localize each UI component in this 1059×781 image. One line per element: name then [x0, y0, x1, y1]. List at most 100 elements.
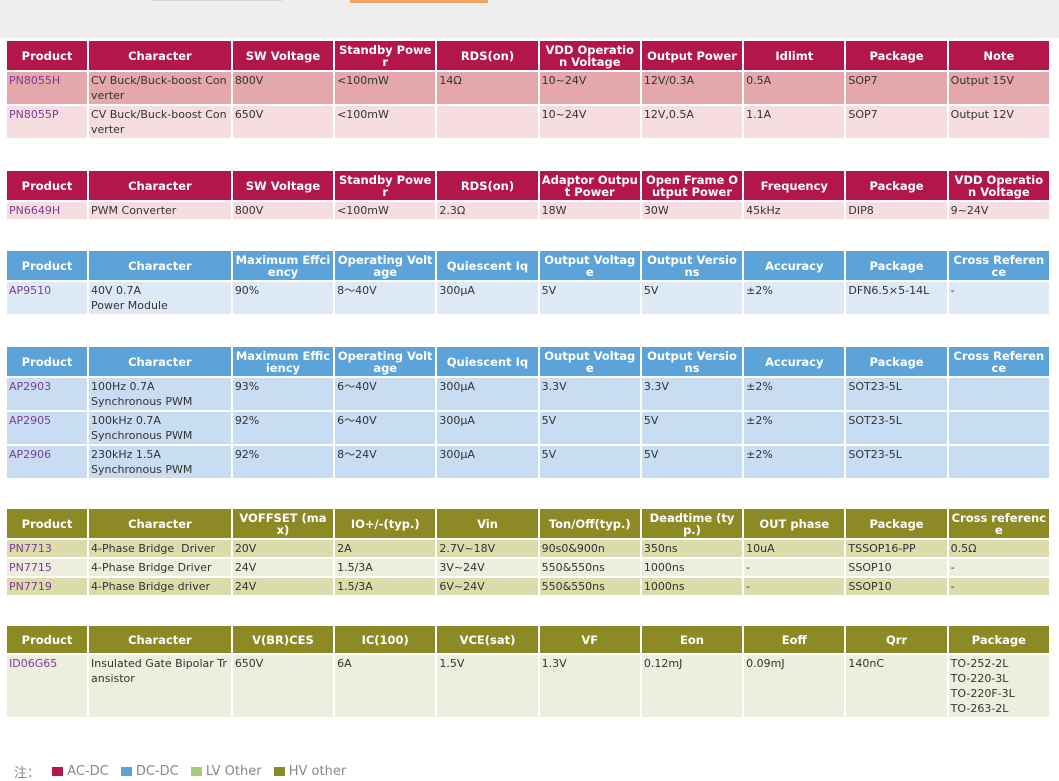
header-cell: Output Power: [641, 41, 743, 70]
table-cell: 3.3V: [539, 378, 640, 410]
header-cell: Eon: [641, 626, 743, 653]
table-cell: 20V: [232, 540, 334, 557]
table-cell: 1.5V: [437, 655, 538, 717]
legend-label-acdc: AC-DC: [67, 764, 109, 779]
product-link[interactable]: AP2903: [7, 378, 88, 410]
table-cell: 6A: [335, 655, 436, 717]
header-cell: Character: [89, 347, 231, 376]
table-cell: 300μA: [437, 412, 538, 444]
header-cell: Package: [948, 626, 1049, 653]
product-link[interactable]: PN8055P: [7, 106, 88, 138]
spec-table-acdc-2: Product Character SW Voltage Standby Pow…: [5, 169, 1051, 221]
header-cell: Ton/Off(typ.): [539, 509, 640, 538]
header-cell: Cross Reference: [948, 347, 1049, 376]
header-cell: Character: [89, 626, 231, 653]
legend-swatch-dcdc: [120, 767, 132, 776]
table-cell: 40V 0.7A Power Module: [89, 282, 231, 314]
table-cell: [948, 446, 1049, 478]
table-header-row: Product Character Maximum Efficiency Ope…: [7, 347, 1049, 376]
table-cell: SSOP10: [846, 559, 947, 576]
header-cell: Character: [89, 171, 231, 200]
table-cell: 90s0&900n: [539, 540, 640, 557]
header-cell: V(BR)CES: [232, 626, 334, 653]
legend-swatch-acdc: [52, 767, 64, 776]
table-cell: PWM Converter: [89, 202, 231, 219]
table-cell: 550&550ns: [539, 578, 640, 595]
table-cell: -: [744, 578, 845, 595]
product-link[interactable]: AP9510: [7, 282, 88, 314]
header-cell: Maximum Effciency: [232, 251, 334, 280]
table-cell: 4-Phase Bridge Driver: [89, 540, 231, 557]
header-cell: Product: [7, 347, 88, 376]
table-cell: Output 15V: [948, 72, 1049, 104]
header-cell: Maximum Efficiency: [232, 347, 334, 376]
header-cell: Product: [7, 41, 88, 70]
table-header-row: Product Character V(BR)CES IC(100) VCE(s…: [7, 626, 1049, 653]
table-cell: 350ns: [641, 540, 743, 557]
table-cell: 1.1A: [744, 106, 845, 138]
header-cell: Standby Power: [335, 41, 436, 70]
table-cell: 30W: [641, 202, 743, 219]
table-cell: 24V: [232, 578, 334, 595]
table-cell: 5V: [641, 446, 743, 478]
table-cell: 10~24V: [539, 106, 640, 138]
table-cell: 1.5/3A: [335, 559, 436, 576]
header-cell: Adaptor Output Power: [539, 171, 640, 200]
table-cell: 6～40V: [335, 378, 436, 410]
table-row: PN7713 4-Phase Bridge Driver 20V 2A 2.7V…: [7, 540, 1049, 557]
table-cell: <100mW: [335, 106, 436, 138]
table-cell: SOP7: [846, 72, 947, 104]
table-cell: 92%: [232, 446, 334, 478]
product-link[interactable]: ID06G65: [7, 655, 88, 717]
table-cell: 18W: [539, 202, 640, 219]
product-link[interactable]: PN6649H: [7, 202, 88, 219]
header-cell: Package: [846, 41, 947, 70]
table-cell: 800V: [232, 202, 334, 219]
table-cell: 5V: [641, 412, 743, 444]
table-cell: 24V: [232, 559, 334, 576]
header-cell: Output Versions: [641, 347, 743, 376]
header-cell: Qrr: [846, 626, 947, 653]
table-cell: Output 12V: [948, 106, 1049, 138]
table-cell: SOP7: [846, 106, 947, 138]
header-cell: Product: [7, 251, 88, 280]
header-cell: VF: [539, 626, 640, 653]
category-legend: 注： AC-DC DC-DC LV Other HV other: [14, 762, 346, 781]
header-cell: RDS(on): [437, 171, 538, 200]
table-cell: -: [948, 282, 1049, 314]
spec-table-hv-2: Product Character V(BR)CES IC(100) VCE(s…: [5, 624, 1051, 719]
table-cell: TO-252-2L TO-220-3L TO-220F-3L TO-263-2L: [948, 655, 1049, 717]
table-cell: 5V: [539, 282, 640, 314]
table-cell: 650V: [232, 655, 334, 717]
product-link[interactable]: PN7713: [7, 540, 88, 557]
product-link[interactable]: PN7719: [7, 578, 88, 595]
table-cell: 4-Phase Bridge driver: [89, 578, 231, 595]
product-link[interactable]: PN7715: [7, 559, 88, 576]
table-cell: DIP8: [846, 202, 947, 219]
header-cell: Package: [846, 509, 947, 538]
table-cell: SSOP10: [846, 578, 947, 595]
table-cell: 12V/0.3A: [641, 72, 743, 104]
table-cell: 93%: [232, 378, 334, 410]
table-cell: TSSOP16-PP: [846, 540, 947, 557]
header-cell: OUT phase: [744, 509, 845, 538]
header-cell: Product: [7, 626, 88, 653]
header-cell: SW Voltage: [232, 41, 334, 70]
product-link[interactable]: AP2906: [7, 446, 88, 478]
product-link[interactable]: AP2905: [7, 412, 88, 444]
table-cell: ±2%: [744, 378, 845, 410]
table-cell: 3V~24V: [437, 559, 538, 576]
table-header-row: Product Character SW Voltage Standby Pow…: [7, 41, 1049, 70]
table-cell: 0.09mJ: [744, 655, 845, 717]
header-cell: Output Voltage: [539, 251, 640, 280]
header-cell: IO+/-(typ.): [335, 509, 436, 538]
table-cell: 9~24V: [948, 202, 1049, 219]
header-cell: Product: [7, 171, 88, 200]
header-cell: Eoff: [744, 626, 845, 653]
top-divider: [152, 0, 282, 1]
header-cell: VDD Operation Voltage: [539, 41, 640, 70]
spec-table-dcdc-2: Product Character Maximum Efficiency Ope…: [5, 345, 1051, 480]
legend-label-dcdc: DC-DC: [135, 764, 179, 779]
product-link[interactable]: PN8055H: [7, 72, 88, 104]
table-cell: 5V: [539, 446, 640, 478]
